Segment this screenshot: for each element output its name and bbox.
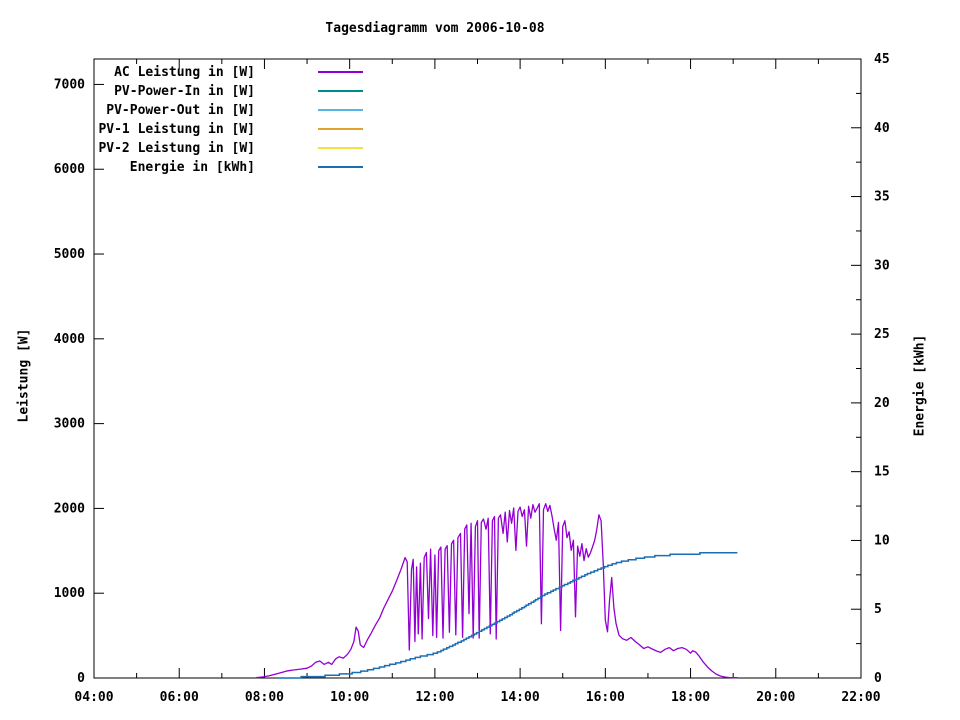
y2-tick-label: 20 — [874, 396, 890, 411]
x-tick-label: 14:00 — [501, 690, 540, 705]
y2-tick-label: 35 — [874, 190, 890, 205]
chart-title: Tagesdiagramm vom 2006-10-08 — [325, 21, 545, 36]
legend-item-label: PV-Power-Out in [W] — [106, 103, 255, 118]
x-tick-label: 18:00 — [671, 690, 710, 705]
legend-item-label: Energie in [kWh] — [130, 160, 255, 175]
y-tick-label: 1000 — [54, 586, 85, 601]
legend-item-label: PV-1 Leistung in [W] — [98, 122, 255, 137]
y2-tick-label: 0 — [874, 671, 882, 686]
x-tick-label: 16:00 — [586, 690, 625, 705]
legend-item-label: PV-2 Leistung in [W] — [98, 141, 255, 156]
x-tick-label: 04:00 — [74, 690, 113, 705]
x-tick-label: 08:00 — [245, 690, 284, 705]
y2-tick-label: 5 — [874, 602, 882, 617]
y-tick-label: 0 — [77, 671, 85, 686]
x-tick-label: 12:00 — [415, 690, 454, 705]
series-line-energie-in-kwh — [277, 552, 738, 679]
y2-tick-label: 45 — [874, 52, 890, 67]
y2-tick-label: 10 — [874, 533, 890, 548]
y-tick-label: 5000 — [54, 247, 85, 262]
x-tick-label: 20:00 — [756, 690, 795, 705]
y-tick-label: 3000 — [54, 417, 85, 432]
y2-tick-label: 25 — [874, 327, 890, 342]
y2-tick-label: 40 — [874, 121, 890, 136]
x-tick-label: 22:00 — [841, 690, 880, 705]
y-tick-label: 7000 — [54, 77, 85, 92]
y-tick-label: 2000 — [54, 501, 85, 516]
y-tick-label: 6000 — [54, 162, 85, 177]
series-line-ac-leistung-in-w — [255, 503, 738, 679]
legend-item-label: AC Leistung in [W] — [114, 65, 255, 80]
legend-item-label: PV-Power-In in [W] — [114, 84, 255, 99]
y-tick-label: 4000 — [54, 332, 85, 347]
y2-tick-label: 15 — [874, 465, 890, 480]
y2-tick-label: 30 — [874, 258, 890, 273]
x-tick-label: 06:00 — [160, 690, 199, 705]
x-tick-label: 10:00 — [330, 690, 369, 705]
